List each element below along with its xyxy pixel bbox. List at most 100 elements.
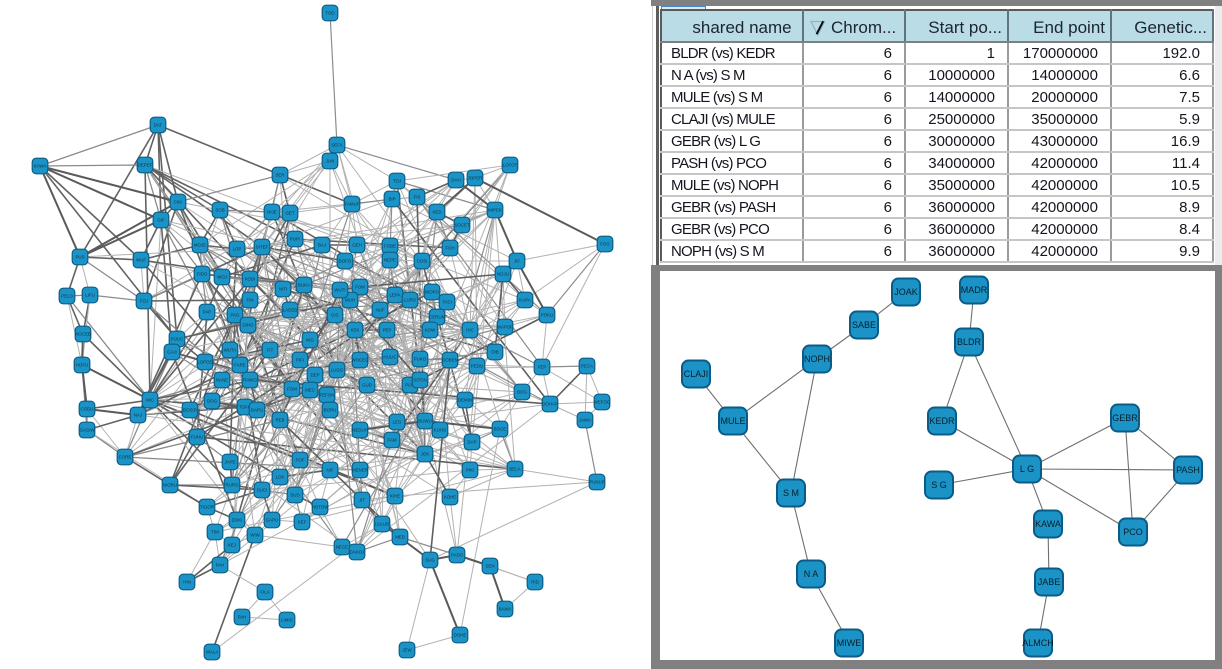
svg-text:CIKI: CIKI	[174, 200, 183, 205]
svg-text:SITEF: SITEF	[256, 245, 269, 250]
svg-text:DAH: DAH	[451, 178, 460, 183]
svg-text:PADO: PADO	[451, 553, 464, 558]
svg-text:KEDR: KEDR	[929, 416, 955, 426]
svg-text:TIM: TIM	[211, 530, 219, 535]
svg-text:CLAJI: CLAJI	[684, 369, 709, 379]
svg-text:GAPU: GAPU	[266, 518, 278, 523]
svg-text:LIMIG: LIMIG	[281, 618, 294, 623]
svg-text:FOBE: FOBE	[384, 244, 396, 249]
svg-text:LOPOD: LOPOD	[197, 360, 212, 365]
svg-text:HIC: HIC	[466, 328, 474, 333]
svg-text:WALA: WALA	[206, 650, 218, 655]
svg-text:SEN: SEN	[485, 564, 494, 569]
svg-text:WOCEG: WOCEG	[351, 358, 369, 363]
svg-text:PELO: PELO	[61, 294, 73, 299]
svg-text:NEPE: NEPE	[384, 258, 396, 263]
svg-text:MOJE: MOJE	[194, 243, 206, 248]
svg-text:FIDO: FIDO	[197, 272, 208, 277]
svg-text:LOFOT: LOFOT	[503, 163, 518, 168]
svg-text:RID: RID	[531, 580, 539, 585]
svg-text:KED: KED	[432, 210, 441, 215]
svg-text:TOFO: TOFO	[239, 405, 252, 410]
svg-text:PUS: PUS	[75, 255, 84, 260]
svg-text:MULE: MULE	[720, 416, 745, 426]
svg-text:SOTIN: SOTIN	[413, 378, 426, 383]
svg-text:BOSID: BOSID	[183, 408, 197, 413]
svg-text:POKU: POKU	[541, 313, 553, 318]
svg-text:RAWO: RAWO	[243, 378, 257, 383]
svg-text:DOHE: DOHE	[454, 633, 467, 638]
svg-text:FIN: FIN	[246, 298, 253, 303]
svg-text:FUHU: FUHU	[191, 435, 203, 440]
svg-text:LUPO: LUPO	[404, 298, 417, 303]
svg-text:JIT: JIT	[359, 498, 365, 503]
svg-text:TOD: TOD	[325, 11, 334, 16]
svg-text:LULUB: LULUB	[375, 522, 389, 527]
svg-text:FOM: FOM	[355, 285, 365, 290]
svg-text:FOG: FOG	[600, 242, 610, 247]
svg-text:LIFU: LIFU	[85, 293, 95, 298]
svg-text:BOFO: BOFO	[339, 259, 352, 264]
svg-text:WIW: WIW	[250, 533, 260, 538]
svg-text:MUH: MUH	[345, 298, 355, 303]
svg-text:PIFI: PIFI	[296, 358, 304, 363]
svg-text:BOG: BOG	[517, 390, 527, 395]
svg-text:NIJE: NIJE	[267, 210, 277, 215]
svg-text:MED: MED	[395, 535, 405, 540]
svg-text:PIKI: PIKI	[466, 468, 474, 473]
svg-text:DAPU: DAPU	[251, 408, 263, 413]
svg-text:JOAK: JOAK	[894, 287, 918, 297]
svg-text:PAH: PAH	[238, 615, 247, 620]
svg-text:PASH: PASH	[1176, 465, 1200, 475]
svg-text:DAKOJ: DAKOJ	[350, 550, 365, 555]
svg-text:REB: REB	[275, 418, 284, 423]
svg-text:JAWA: JAWA	[579, 418, 591, 423]
svg-text:PIJU: PIJU	[405, 383, 415, 388]
svg-text:KAWA: KAWA	[34, 164, 47, 169]
svg-text:N A: N A	[804, 569, 819, 579]
svg-text:WUTA: WUTA	[224, 348, 237, 353]
svg-text:WEFOG: WEFOG	[594, 400, 611, 405]
svg-text:FIS: FIS	[414, 195, 421, 200]
svg-text:GET: GET	[285, 211, 294, 216]
svg-text:DEPEF: DEPEF	[138, 163, 153, 168]
svg-text:PUKO: PUKO	[414, 357, 427, 362]
svg-text:SUCI: SUCI	[257, 488, 268, 493]
svg-text:PECA: PECA	[581, 364, 593, 369]
svg-text:FARE: FARE	[234, 363, 246, 368]
svg-text:MIPEK: MIPEK	[488, 208, 502, 213]
svg-text:JOPER: JOPER	[468, 176, 483, 181]
svg-text:KODI: KODI	[245, 277, 256, 282]
svg-text:KUHO: KUHO	[434, 428, 447, 433]
svg-text:TOJ: TOJ	[393, 179, 401, 184]
svg-text:FAMUF: FAMUF	[345, 202, 360, 207]
svg-text:NOJU: NOJU	[497, 272, 509, 277]
svg-text:BOCE: BOCE	[494, 427, 507, 432]
svg-text:NECE: NECE	[336, 545, 348, 550]
svg-text:GAGIW: GAGIW	[79, 428, 95, 433]
svg-text:MIC: MIC	[146, 398, 154, 403]
svg-text:MENER: MENER	[352, 468, 368, 473]
svg-text:BAWA: BAWA	[499, 607, 512, 612]
svg-text:COSI: COSI	[417, 259, 428, 264]
svg-text:GEH: GEH	[352, 243, 362, 248]
svg-text:GIF: GIF	[157, 218, 165, 223]
svg-text:BORU: BORU	[324, 408, 337, 413]
svg-text:WUTI: WUTI	[334, 288, 345, 293]
svg-text:SER: SER	[275, 173, 284, 178]
svg-text:MEC: MEC	[305, 388, 315, 393]
svg-text:PUPI: PUPI	[290, 237, 300, 242]
svg-text:DAT: DAT	[154, 123, 163, 128]
svg-text:HOFU: HOFU	[76, 363, 88, 368]
svg-text:FOJ: FOJ	[140, 299, 148, 304]
svg-text:LADEB: LADEB	[283, 308, 297, 313]
svg-text:NANE: NANE	[216, 378, 228, 383]
svg-text:DAP: DAP	[467, 440, 476, 445]
svg-text:NEDUH: NEDUH	[352, 428, 368, 433]
svg-text:HOTOW: HOTOW	[312, 505, 330, 510]
svg-text:S M: S M	[783, 488, 799, 498]
svg-text:WOPO: WOPO	[425, 290, 439, 295]
svg-text:FAM: FAM	[387, 438, 396, 443]
svg-text:JUN: JUN	[326, 159, 335, 164]
svg-text:KOHE: KOHE	[444, 495, 457, 500]
